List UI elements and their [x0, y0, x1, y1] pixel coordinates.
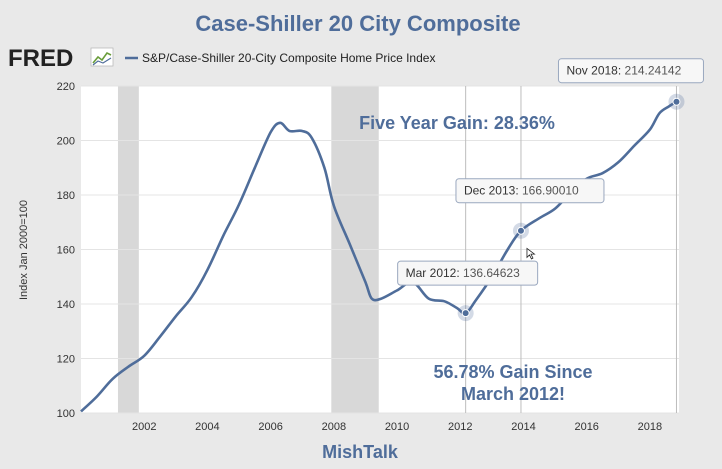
legend-label: S&P/Case-Shiller 20-City Composite Home … — [142, 51, 435, 65]
tooltip-text: Nov 2018: 214.24142 — [566, 64, 681, 78]
highlight-markers — [457, 93, 685, 322]
y-axis-label: Index Jan 2000=100 — [18, 200, 30, 300]
x-tick-label: 2018 — [638, 421, 662, 433]
x-tick-label: 2012 — [448, 421, 472, 433]
gain-since-annotation-line2: March 2012! — [461, 384, 565, 404]
tooltip-text: Dec 2013: 166.90010 — [464, 184, 579, 198]
gain-since-annotation: 56.78% Gain Since — [433, 362, 592, 382]
tooltip-date: Dec 2013: — [464, 184, 522, 198]
chart-title: Case-Shiller 20 City Composite — [195, 11, 520, 36]
x-tick-label: 2014 — [511, 421, 535, 433]
fred-chart-icon — [90, 47, 114, 67]
x-tick-label: 2006 — [258, 421, 282, 433]
tooltip-value: 166.90010 — [522, 184, 579, 198]
footer-credit: MishTalk — [322, 442, 399, 462]
tooltip-box — [455, 178, 605, 204]
point-marker — [672, 97, 681, 106]
fred-logo-text: FRED — [8, 45, 73, 72]
y-tick-label: 220 — [57, 81, 75, 93]
y-tick-label: 180 — [57, 190, 75, 202]
x-tick-label: 2002 — [132, 421, 156, 433]
tooltip-box — [557, 58, 704, 84]
five-year-gain-annotation: Five Year Gain: 28.36% — [359, 113, 555, 133]
tooltips: Mar 2012: 136.64623 Dec 2013: 166.90010 No… — [397, 58, 704, 286]
y-tick-label: 120 — [57, 354, 75, 366]
y-tick-label: 200 — [57, 136, 75, 148]
x-tick-labels: 2002 2004 2006 2008 2010 2012 2014 2016 2018 — [132, 421, 662, 433]
tooltip-box — [397, 260, 539, 286]
fred-logo[interactable]: FRED — [8, 45, 114, 72]
hover-crosshairs — [465, 86, 677, 413]
legend: S&P/Case-Shiller 20-City Composite Home … — [125, 51, 435, 65]
y-tick-label: 140 — [57, 299, 75, 311]
cursor-icon — [526, 247, 536, 260]
tooltip-date: Mar 2012: — [406, 266, 463, 280]
tooltip-value: 136.64623 — [463, 266, 520, 280]
tooltip-text: Mar 2012: 136.64623 — [406, 266, 520, 280]
y-tick-labels: 100 120 140 160 180 200 220 — [57, 81, 75, 420]
point-marker — [461, 309, 470, 318]
tooltip-date: Nov 2018: — [566, 64, 624, 78]
x-tick-label: 2010 — [385, 421, 409, 433]
x-tick-label: 2016 — [574, 421, 598, 433]
y-tick-label: 160 — [57, 245, 75, 257]
tooltip-value: 214.24142 — [625, 64, 682, 78]
x-tick-label: 2008 — [322, 421, 346, 433]
x-tick-label: 2004 — [195, 421, 219, 433]
y-tick-label: 100 — [57, 408, 75, 420]
point-marker — [516, 226, 525, 235]
